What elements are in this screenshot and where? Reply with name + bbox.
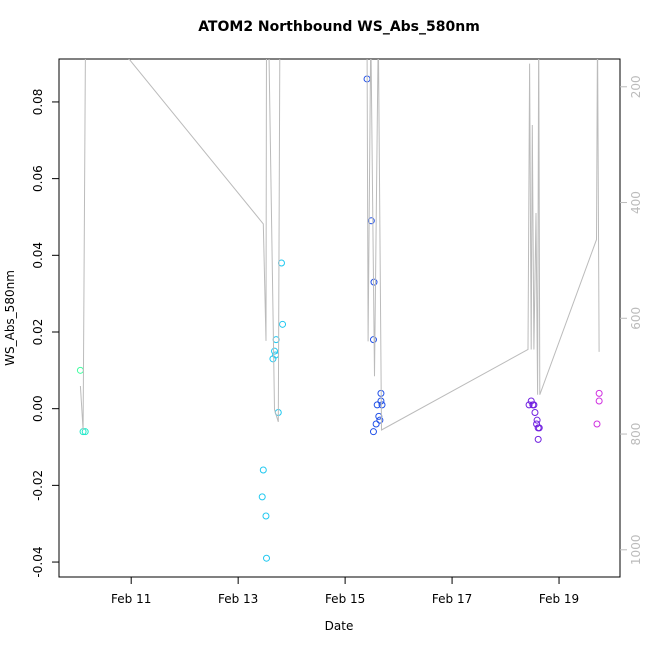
point: [593, 420, 601, 428]
y-tick-label: 0.08: [31, 89, 45, 116]
point: [372, 420, 380, 428]
point: [533, 416, 541, 424]
point: [259, 466, 267, 474]
point: [373, 401, 381, 409]
y2-tick-label: 200: [629, 75, 643, 98]
point: [369, 428, 377, 436]
y2-tick-label: 1000: [629, 535, 643, 566]
line: [79, 59, 600, 431]
point: [369, 336, 377, 344]
point: [595, 397, 603, 405]
y-tick-label: 0.00: [31, 395, 45, 422]
x-tick-label: Feb 11: [111, 592, 151, 606]
point: [595, 389, 603, 397]
point: [258, 493, 266, 501]
y-tick-label: -0.04: [31, 547, 45, 578]
y2-tick-label: 800: [629, 423, 643, 446]
point: [262, 512, 270, 520]
point: [531, 409, 539, 417]
plot-area: [76, 59, 603, 562]
y-tick-label: 0.04: [31, 242, 45, 269]
point: [376, 416, 384, 424]
point: [367, 217, 375, 225]
point: [76, 366, 84, 374]
y-tick-label: -0.02: [31, 470, 45, 501]
y2-tick-label: 600: [629, 307, 643, 330]
point: [378, 401, 386, 409]
x-tick-label: Feb 19: [539, 592, 579, 606]
point: [530, 401, 538, 409]
y-tick-label: 0.06: [31, 165, 45, 192]
point: [534, 435, 542, 443]
point: [525, 401, 533, 409]
chart-title: ATOM2 Northbound WS_Abs_580nm: [198, 19, 480, 35]
y-tick-label: 0.02: [31, 319, 45, 346]
point: [81, 428, 89, 436]
point: [271, 347, 279, 355]
point: [263, 554, 271, 562]
y-axis-label: WS_Abs_580nm: [3, 270, 17, 366]
x-tick-label: Feb 17: [432, 592, 472, 606]
y2-tick-label: 400: [629, 191, 643, 214]
point: [535, 424, 543, 432]
plot-frame: [58, 58, 621, 578]
point: [279, 320, 287, 328]
x-axis-label: Date: [325, 619, 354, 633]
x-tick-label: Feb 13: [218, 592, 258, 606]
x-tick-label: Feb 15: [325, 592, 365, 606]
